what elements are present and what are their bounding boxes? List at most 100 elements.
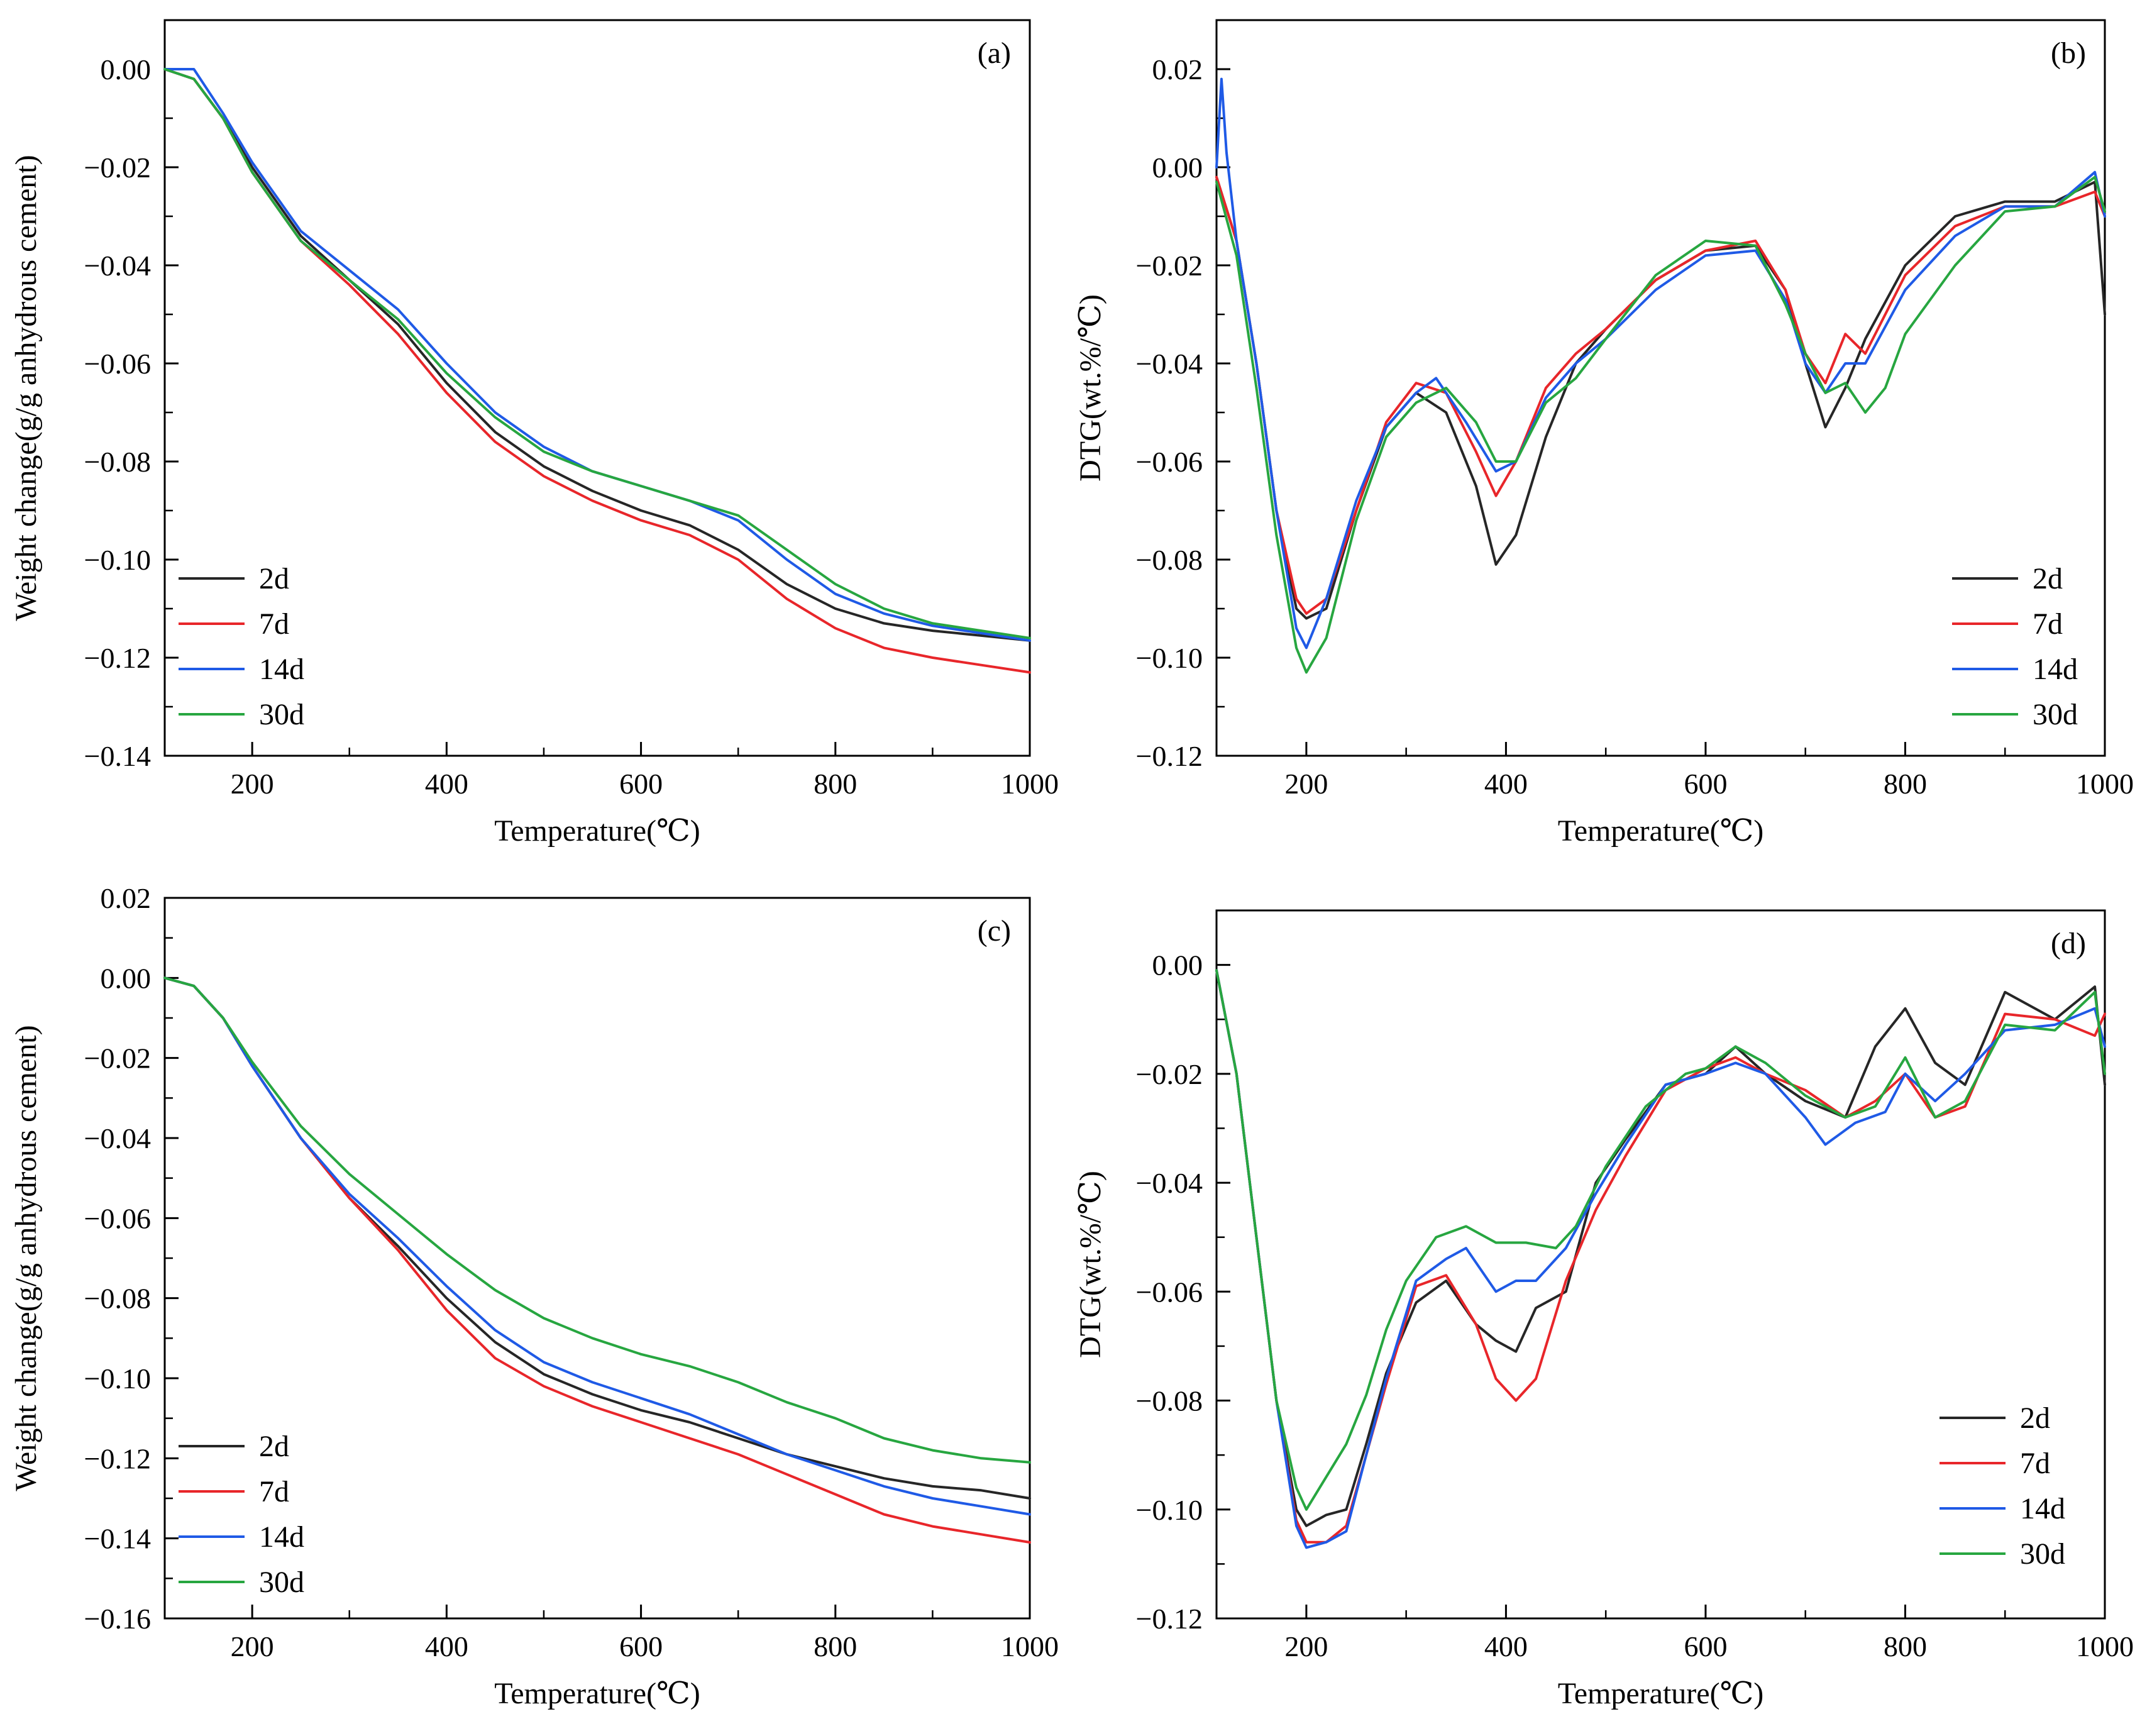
x-tick-label: 600 [1684,768,1727,800]
x-tick-label: 1000 [1001,1630,1059,1662]
y-tick-label: −0.02 [84,1042,151,1075]
y-tick-label: −0.02 [1136,1058,1203,1090]
panel-label: (b) [2051,36,2086,70]
y-tick-label: 0.02 [101,882,152,914]
x-tick-label: 1000 [2076,1630,2134,1662]
y-tick-label: −0.06 [1136,1276,1203,1308]
legend-label-7d: 7d [259,607,289,641]
chart-panel-a: 200 400 600 800 1000 0.00 −0.02 −0.04 −0.06 −0.08… [9,19,1059,848]
y-tick-label: −0.10 [1136,1494,1203,1526]
series-line-30d [163,68,1031,639]
series-line-14d [163,976,1031,1516]
y-tick-label: −0.12 [84,1442,151,1474]
x-tick-label: 200 [231,768,274,800]
legend-label-14d: 14d [259,653,304,686]
series-line-30d [1215,175,2106,674]
x-tick-label: 800 [1884,1630,1927,1662]
y-tick-label: −0.10 [1136,642,1203,674]
legend-label-2d: 2d [259,1430,289,1463]
y-tick-label: −0.16 [84,1603,151,1635]
y-tick-label: −0.06 [84,348,151,380]
plot-frame [163,897,1031,1620]
series-line-14d [163,68,1031,642]
x-axis-title: Temperature(℃) [1558,814,1764,848]
series-line-7d [1215,969,2106,1544]
x-tick-label: 200 [1284,768,1328,800]
x-tick-label: 1000 [1001,768,1059,800]
x-axis-title: Temperature(℃) [494,814,700,848]
y-tick-label: −0.02 [84,152,151,184]
x-tick-label: 600 [619,1630,663,1662]
legend-label-14d: 14d [259,1520,304,1554]
series-line-14d [1215,969,2106,1549]
x-tick-label: 400 [425,1630,468,1662]
chart-panel-b: 200 400 600 800 1000 0.02 0.00 −0.02 −0.04 −0.06 −… [1074,19,2134,848]
legend-label-30d: 30d [2020,1537,2065,1571]
x-tick-label: 800 [1884,768,1927,800]
plot-frame [163,19,1031,757]
x-tick-label: 200 [1284,1630,1328,1662]
y-tick-label: −0.12 [1136,1603,1203,1635]
chart-panel-c: 200 400 600 800 1000 0.02 0.00 −0.02 −0.04 −0.06 −… [9,882,1059,1710]
series-line-2d [1215,175,2106,620]
series-line-30d [163,976,1031,1464]
y-tick-label: 0.00 [101,962,152,994]
y-tick-label: −0.04 [84,250,151,282]
panel-label: (d) [2051,927,2086,960]
legend-label-2d: 2d [259,562,289,595]
series-line-2d [163,68,1031,642]
x-tick-label: 800 [814,1630,857,1662]
x-tick-label: 400 [1484,768,1528,800]
legend-label-2d: 2d [2033,562,2063,595]
y-tick-label: −0.08 [84,446,151,478]
series-line-7d [163,976,1031,1544]
legend-label-14d: 14d [2020,1492,2065,1525]
y-tick-label: −0.10 [84,1363,151,1395]
series-line-30d [1215,969,2106,1511]
series-line-7d [163,68,1031,674]
y-axis-title: DTG(wt.%/℃) [1074,294,1107,482]
y-tick-label: −0.10 [84,544,151,576]
plot-frame [1215,909,2106,1620]
legend-label-14d: 14d [2033,653,2078,686]
y-tick-label: −0.14 [84,1523,151,1555]
x-tick-label: 600 [619,768,663,800]
y-tick-label: −0.12 [1136,740,1203,772]
legend-label-30d: 30d [259,698,304,731]
legend-label-7d: 7d [2020,1447,2050,1480]
x-tick-label: 600 [1684,1630,1727,1662]
legend-label-30d: 30d [259,1566,304,1599]
y-axis-title: DTG(wt.%/℃) [1074,1171,1107,1358]
x-tick-label: 1000 [2076,768,2134,800]
y-tick-label: −0.14 [84,740,151,772]
y-tick-label: −0.12 [84,642,151,674]
y-tick-label: 0.00 [101,53,152,86]
legend-label-30d: 30d [2033,698,2078,731]
x-tick-label: 400 [1484,1630,1528,1662]
y-tick-label: −0.08 [1136,1385,1203,1417]
y-tick-label: −0.06 [84,1202,151,1234]
plot-frame [1215,19,2106,757]
y-tick-label: −0.04 [1136,348,1203,380]
panel-label: (c) [978,914,1011,948]
y-tick-label: 0.00 [1152,949,1203,981]
legend-label-7d: 7d [2033,607,2063,641]
legend-label-7d: 7d [259,1475,289,1508]
legend-label-2d: 2d [2020,1402,2050,1435]
series-line-14d [1215,77,2106,650]
y-tick-label: −0.06 [1136,446,1203,478]
chart-panel-d: 200 400 600 800 1000 0.00 −0.02 −0.04 −0.06 −0.08… [1074,909,2134,1710]
y-axis-title: Weight change(g/g anhydrous cement) [9,1025,43,1491]
x-tick-label: 200 [231,1630,274,1662]
series-line-2d [163,976,1031,1500]
y-tick-label: −0.08 [1136,544,1203,576]
y-tick-label: −0.08 [84,1283,151,1315]
y-tick-label: −0.04 [1136,1167,1203,1199]
x-axis-title: Temperature(℃) [1558,1677,1764,1710]
x-axis-title: Temperature(℃) [494,1677,700,1710]
x-tick-label: 800 [814,768,857,800]
y-tick-label: −0.02 [1136,250,1203,282]
y-tick-label: 0.00 [1152,152,1203,184]
y-tick-label: −0.04 [84,1122,151,1154]
